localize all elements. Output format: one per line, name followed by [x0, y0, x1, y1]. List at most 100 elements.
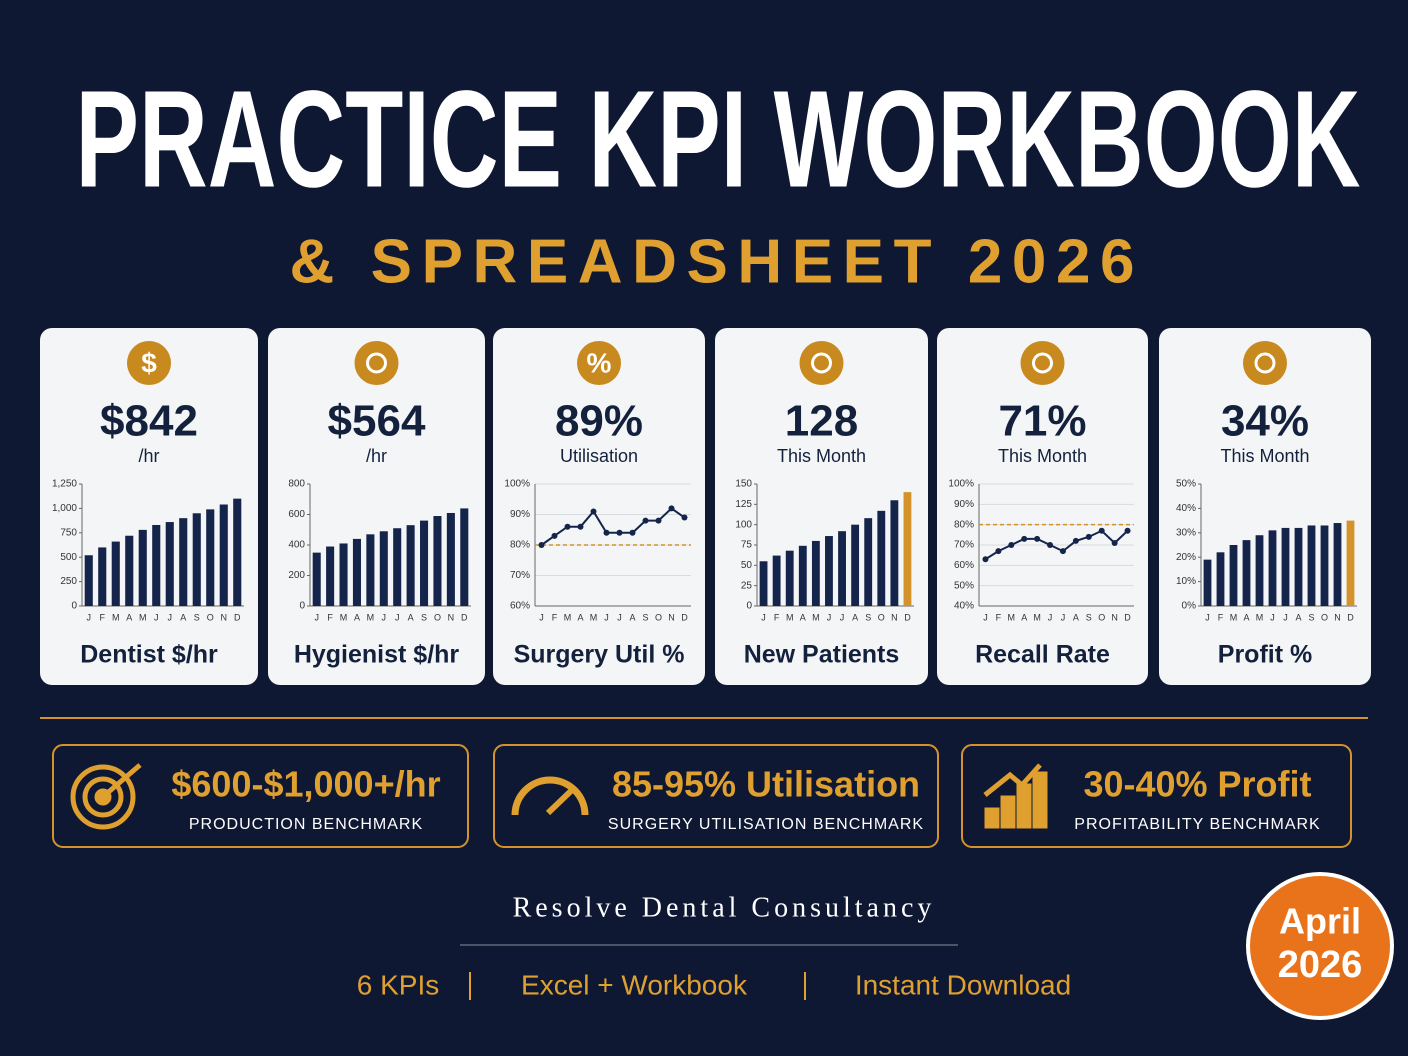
bars-icon [1016, 783, 1032, 829]
y-tick-label: 80% [510, 540, 530, 551]
bar [138, 529, 147, 606]
kpi-icon-glyph [366, 352, 387, 374]
line-point [1085, 533, 1092, 540]
y-tick-label: 40% [954, 601, 974, 612]
y-tick-label: 20% [1176, 552, 1196, 563]
bar [1268, 530, 1277, 606]
bar [1216, 552, 1225, 606]
kpi-card [1159, 328, 1371, 685]
kpi-title: New Patients [744, 641, 900, 669]
badge-month: April [1279, 901, 1361, 942]
x-tick-label: D [904, 612, 911, 622]
y-tick-label: 30% [1176, 527, 1196, 538]
kpi-value: 128 [785, 397, 858, 446]
x-tick-label: M [1230, 612, 1238, 622]
kpi-caption: /hr [366, 446, 387, 466]
bar [851, 524, 860, 606]
x-tick-label: A [800, 612, 806, 622]
kpi-icon [577, 341, 621, 385]
y-tick-label: 80% [954, 519, 974, 530]
bar [84, 555, 93, 606]
bar [1333, 523, 1342, 606]
x-tick-label: J [1283, 612, 1288, 622]
kpi-card [937, 328, 1148, 685]
x-tick-label: M [1033, 612, 1041, 622]
y-tick-label: 0 [746, 601, 752, 612]
y-tick-label: 1,250 [52, 479, 77, 490]
x-tick-label: J [539, 612, 544, 622]
bar [179, 518, 188, 606]
bar [125, 535, 134, 606]
bar [838, 531, 846, 606]
y-tick-label: 150 [735, 479, 752, 490]
x-tick-label: J [1270, 612, 1275, 622]
x-tick-label: M [112, 612, 120, 622]
line-point [1047, 542, 1054, 548]
benchmark-box [961, 744, 1352, 848]
bar [379, 531, 388, 606]
bar [152, 524, 161, 606]
bar [785, 550, 794, 606]
subtitle: & SPREADSHEET 2026 [290, 227, 1135, 296]
x-tick-label: D [1347, 612, 1354, 622]
line-point [668, 505, 675, 512]
x-tick-label: J [604, 612, 609, 622]
kpi-icon-glyph [1032, 352, 1053, 374]
line-point [681, 514, 688, 521]
x-tick-label: J [395, 612, 400, 622]
x-tick-label: S [642, 612, 648, 622]
x-tick-label: F [327, 612, 333, 622]
x-tick-label: M [1256, 612, 1264, 622]
bar [1346, 520, 1355, 606]
bar [1229, 545, 1238, 606]
bar [1307, 525, 1316, 606]
x-tick-label: D [234, 612, 241, 622]
line-point [590, 508, 597, 515]
x-tick-label: S [194, 612, 200, 622]
kpi-icon [799, 341, 844, 385]
x-tick-label: A [577, 612, 583, 622]
x-tick-label: F [552, 612, 558, 622]
bar [98, 547, 107, 606]
line-point [655, 517, 662, 524]
x-tick-label: J [983, 612, 988, 622]
line-point [1034, 535, 1041, 542]
bar [903, 492, 912, 606]
x-tick-label: N [221, 612, 228, 622]
x-tick-label: A [629, 612, 635, 622]
line-point [995, 548, 1002, 555]
x-tick-label: M [340, 612, 348, 622]
target-icon [70, 764, 136, 830]
kpi-card [40, 328, 258, 685]
y-tick-label: 0 [71, 601, 77, 612]
x-tick-label: F [774, 612, 780, 622]
bar [111, 541, 120, 606]
y-tick-label: 90% [510, 509, 530, 520]
y-tick-label: 200 [288, 570, 305, 581]
y-tick-label: 100% [948, 479, 974, 490]
kpi-caption: This Month [1220, 446, 1309, 466]
bar [219, 504, 228, 606]
y-tick-label: 75 [741, 540, 753, 551]
kpi-icon-glyph [811, 352, 832, 374]
y-tick-label: 600 [288, 509, 305, 520]
benchmark-label: SURGERY UTILISATION BENCHMARK [608, 816, 924, 833]
line-point [629, 529, 636, 536]
feature-link: Instant Download [855, 969, 1071, 1000]
x-tick-label: S [421, 612, 427, 622]
bar [1255, 535, 1264, 606]
kpi-caption: /hr [138, 446, 159, 466]
y-tick-label: 800 [288, 479, 305, 490]
bar [1294, 527, 1303, 606]
x-tick-label: S [865, 612, 871, 622]
bar [1203, 559, 1212, 606]
benchmark-label: PRODUCTION BENCHMARK [189, 816, 423, 833]
x-tick-label: D [1124, 612, 1131, 622]
x-tick-label: J [1205, 612, 1210, 622]
x-tick-label: M [812, 612, 820, 622]
kpi-value: 34% [1221, 397, 1309, 446]
x-tick-label: O [207, 612, 214, 622]
y-tick-label: 100 [735, 519, 752, 530]
x-tick-label: J [761, 612, 766, 622]
